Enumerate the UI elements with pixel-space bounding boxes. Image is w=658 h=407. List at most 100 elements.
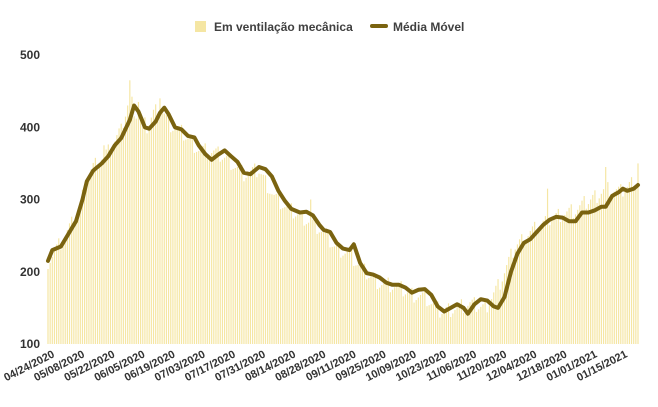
- ventilation-bar: [525, 241, 527, 344]
- ventilation-bar: [180, 124, 183, 344]
- ventilation-bar: [512, 257, 514, 344]
- ventilation-bar: [219, 161, 221, 344]
- ventilation-bar: [282, 208, 284, 344]
- ventilation-bar: [521, 234, 523, 344]
- ventilation-bar: [185, 139, 187, 344]
- ventilation-bar: [114, 141, 116, 344]
- ventilation-bar: [73, 227, 75, 344]
- ventilation-bar: [355, 265, 357, 344]
- ventilation-bar: [398, 283, 400, 344]
- ventilation-bar: [428, 305, 430, 344]
- ventilation-bar: [510, 248, 512, 344]
- ventilation-bar: [518, 239, 521, 344]
- ventilation-bar: [469, 302, 471, 344]
- ventilation-bar: [527, 236, 529, 344]
- ventilation-bar: [351, 249, 353, 344]
- ventilation-bar: [501, 281, 503, 344]
- ventilation-bar: [195, 151, 198, 344]
- y-tick-label: 200: [20, 265, 40, 279]
- ventilation-bar: [178, 126, 180, 344]
- ventilation-bar: [338, 242, 340, 344]
- ventilation-bar: [452, 313, 454, 344]
- ventilation-bar: [234, 167, 236, 344]
- ventilation-bar: [71, 216, 73, 344]
- ventilation-bar: [516, 244, 519, 344]
- ventilation-bar: [594, 190, 596, 344]
- legend: Em ventilação mecânica Média Móvel: [195, 20, 464, 34]
- ventilation-bar: [312, 219, 314, 344]
- ventilation-bar: [600, 193, 602, 344]
- ventilation-bar: [583, 196, 585, 344]
- ventilation-bar: [553, 217, 555, 344]
- ventilation-bar: [167, 116, 170, 344]
- ventilation-bar: [630, 177, 633, 344]
- ventilation-bar: [473, 297, 475, 344]
- ventilation-bar: [211, 153, 213, 344]
- ventilation-bar: [269, 193, 271, 344]
- ventilation-bar: [327, 230, 329, 344]
- ventilation-bar: [239, 166, 241, 344]
- ventilation-bar: [198, 150, 200, 344]
- ventilation-bar: [495, 285, 497, 344]
- ventilation-bar: [523, 246, 525, 344]
- ventilation-bar: [506, 265, 508, 344]
- ventilation-bar: [172, 130, 174, 344]
- ventilation-bar: [105, 149, 107, 344]
- ventilation-bar: [402, 296, 404, 344]
- ventilation-bar: [127, 105, 129, 344]
- ventilation-bar: [409, 290, 411, 344]
- ventilation-bar: [165, 115, 168, 344]
- ventilation-bar: [60, 249, 62, 344]
- ventilation-bar: [286, 206, 288, 344]
- ventilation-bar: [370, 276, 372, 344]
- ventilation-bar: [379, 287, 381, 344]
- ventilation-bar: [581, 200, 583, 344]
- ventilation-bar: [602, 189, 605, 344]
- ventilation-bar: [301, 210, 303, 344]
- ventilation-bar: [260, 174, 262, 344]
- ventilation-bar: [542, 220, 544, 344]
- ventilation-bar: [467, 305, 469, 344]
- ventilation-bar: [62, 243, 64, 344]
- ventilation-bar: [217, 146, 219, 344]
- ventilation-bar: [116, 135, 118, 344]
- ventilation-bar: [193, 152, 196, 344]
- ventilation-bar: [615, 189, 618, 344]
- ventilation-bar: [103, 145, 105, 344]
- ventilation-bar: [66, 229, 68, 344]
- ventilation-bar: [471, 299, 473, 344]
- ventilation-bar: [562, 218, 564, 344]
- ventilation-bar: [443, 310, 445, 344]
- ventilation-bar: [146, 133, 148, 344]
- ventilation-bar: [251, 167, 254, 344]
- ventilation-bar: [236, 167, 239, 344]
- ventilation-bar: [340, 257, 342, 344]
- ventilation-bar: [232, 168, 234, 344]
- ventilation-bar: [587, 204, 590, 344]
- ventilation-bar: [407, 292, 409, 344]
- ventilation-bar: [254, 163, 256, 344]
- x-axis: 04/24/202005/08/202005/22/202006/05/2020…: [2, 348, 629, 384]
- ventilation-bar: [596, 202, 598, 344]
- ventilation-bar: [549, 225, 551, 344]
- ventilation-bar: [480, 306, 482, 344]
- ventilation-bar: [383, 282, 385, 344]
- ventilation-bar: [273, 194, 275, 344]
- ventilation-bar: [396, 285, 398, 344]
- ventilation-bar: [490, 299, 493, 344]
- ventilation-bar: [592, 194, 594, 344]
- ventilation-bar: [316, 233, 318, 344]
- ventilation-bar: [413, 302, 415, 344]
- ventilation-bar: [368, 277, 370, 344]
- ventilation-bar: [133, 116, 135, 345]
- ventilation-bar: [411, 287, 413, 344]
- ventilation-bar: [432, 303, 435, 344]
- ventilation-bar: [213, 150, 215, 344]
- ventilation-bar: [157, 116, 159, 344]
- ventilation-bar: [497, 279, 499, 344]
- legend-label-ventilation: Em ventilação mecânica: [214, 20, 353, 34]
- ventilation-bar: [633, 189, 635, 344]
- ventilation-bar: [447, 303, 450, 344]
- ventilation-bar: [277, 192, 279, 344]
- ventilation-bar: [439, 317, 441, 344]
